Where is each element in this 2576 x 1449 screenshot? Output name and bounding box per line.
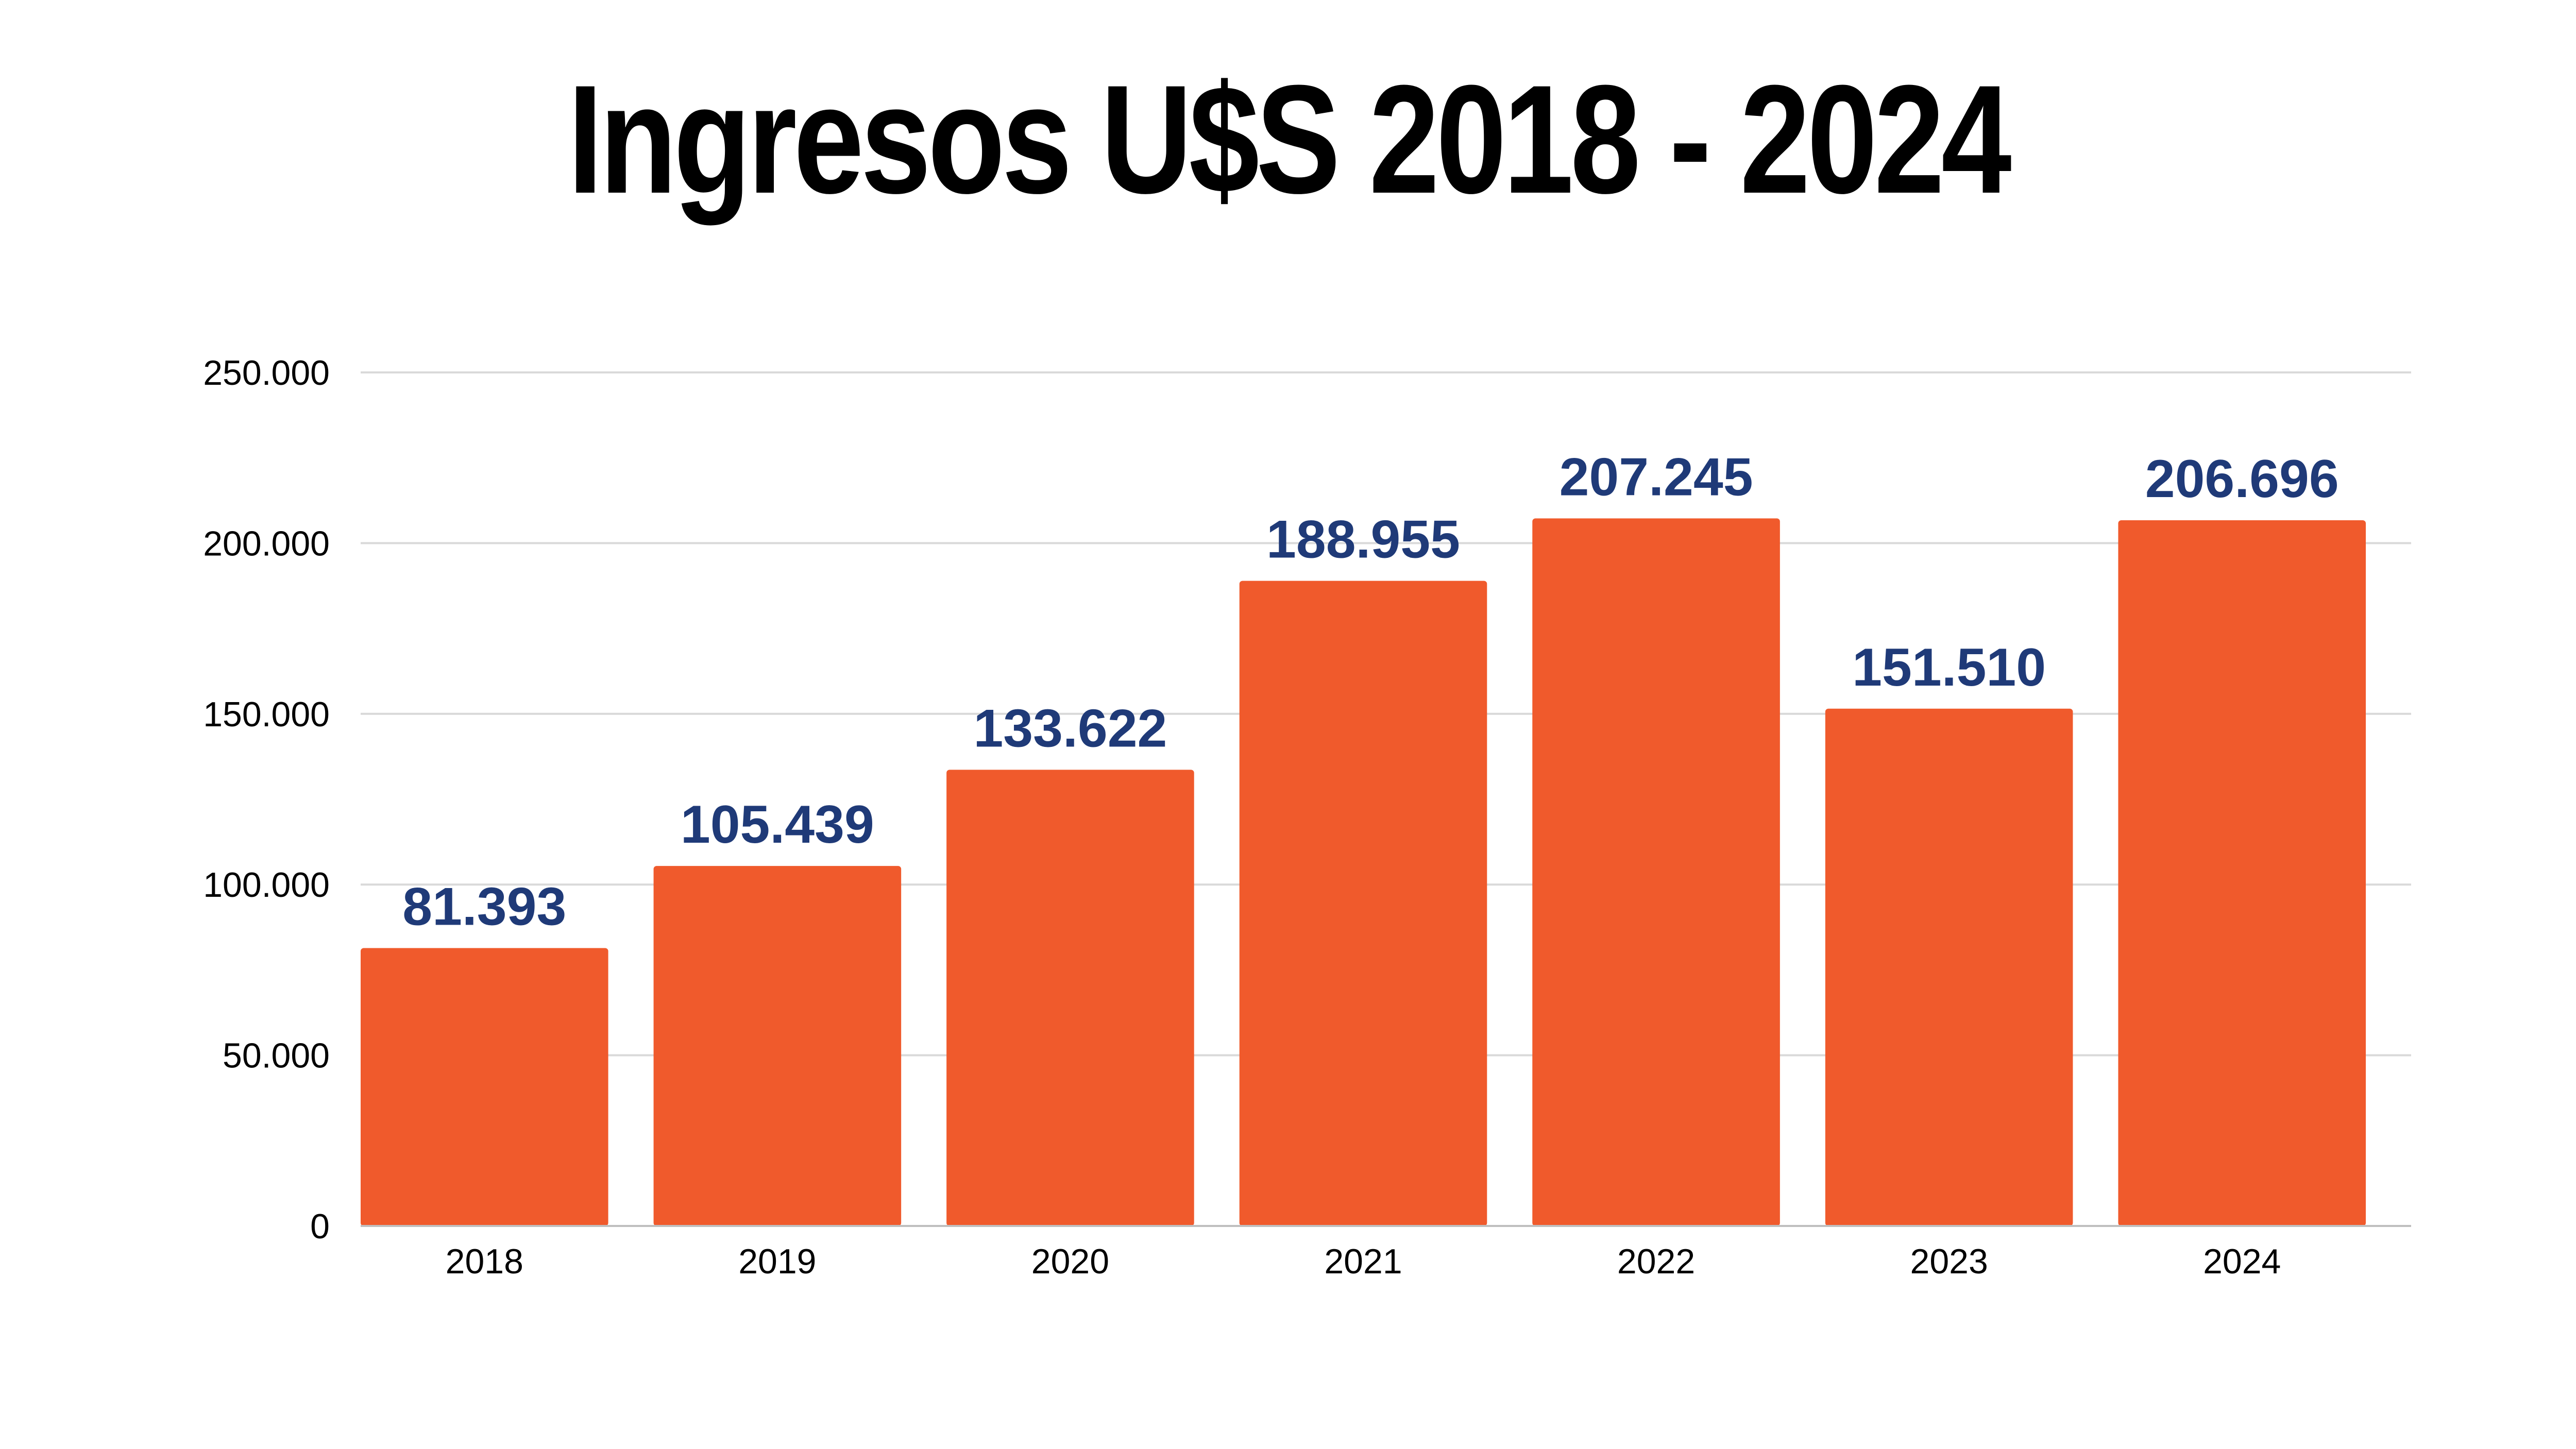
data-label-2023: 151.510 [1852, 638, 2046, 697]
bars [361, 518, 2366, 1226]
data-label-2024: 206.696 [2145, 449, 2339, 509]
bar-2022 [1532, 518, 1780, 1226]
x-tick-label-2023: 2023 [1910, 1242, 1988, 1281]
y-tick-label: 200.000 [203, 524, 330, 563]
y-tick-label: 0 [310, 1207, 330, 1246]
chart-title: Ingresos U$S 2018 - 2024 [567, 53, 2012, 226]
axes: 0 50.000 100.000 150.000 200.000 250.000 2018 2… [203, 353, 2411, 1281]
data-label-2018: 81.393 [402, 877, 566, 937]
bar-2020 [946, 770, 1194, 1226]
labels: 81.393 105.439 133.622 188.955 207.245 151.51… [402, 447, 2338, 936]
x-tick-label-2021: 2021 [1324, 1242, 1402, 1281]
data-label-2022: 207.245 [1560, 447, 1753, 507]
y-tick-label: 50.000 [223, 1036, 330, 1076]
data-label-2019: 105.439 [681, 795, 874, 855]
x-tick-label-2020: 2020 [1031, 1242, 1109, 1281]
data-label-2021: 188.955 [1266, 510, 1460, 570]
bar-2019 [653, 866, 902, 1226]
y-tick-label: 100.000 [203, 865, 330, 905]
x-tick-label-2019: 2019 [738, 1242, 816, 1281]
x-tick-label-2018: 2018 [446, 1242, 523, 1281]
bar-2018 [361, 948, 608, 1226]
y-tick-label: 150.000 [203, 695, 330, 734]
data-label-2020: 133.622 [973, 698, 1167, 758]
x-tick-label-2024: 2024 [2203, 1242, 2281, 1281]
bar-2023 [1825, 708, 2073, 1226]
y-tick-label: 250.000 [203, 353, 330, 393]
x-tick-label-2022: 2022 [1617, 1242, 1695, 1281]
bar-2024 [2118, 520, 2366, 1226]
bar-2021 [1239, 581, 1487, 1226]
